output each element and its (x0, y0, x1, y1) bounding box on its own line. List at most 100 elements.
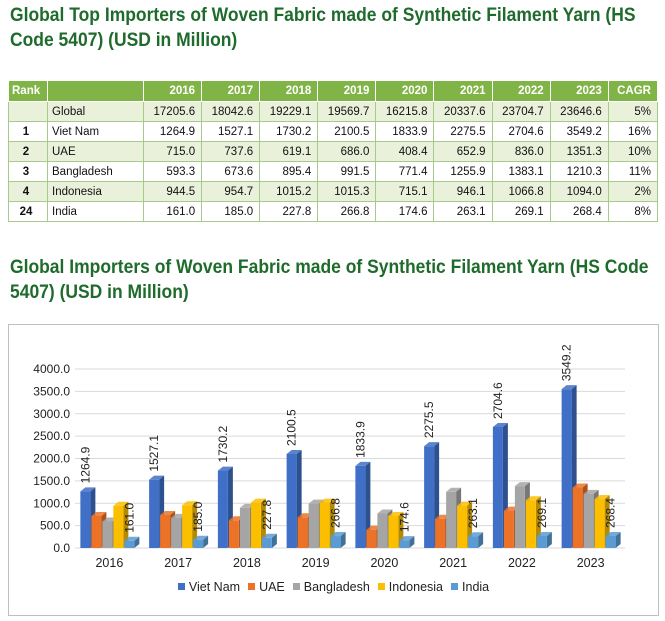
bar-front (193, 539, 204, 548)
cell-v2019: 19569.7 (317, 101, 377, 122)
legend-item: Bangladesh (292, 580, 370, 594)
bar-top (91, 512, 107, 517)
cell-v2018: 895.4 (259, 161, 319, 182)
chart-heading: Global Importers of Woven Fabric made of… (10, 257, 649, 303)
bar-side (546, 531, 552, 548)
bar-side (123, 501, 129, 548)
legend-label: Bangladesh (303, 580, 370, 594)
legend-swatch (377, 583, 385, 590)
bar-top (193, 535, 209, 540)
y-tick-label: 500.0 (40, 519, 70, 533)
cell-cagr: 10% (607, 141, 659, 162)
cell-v2020: 1833.9 (375, 121, 435, 142)
data-label: 263.1 (466, 498, 480, 528)
data-label: 2704.6 (491, 382, 505, 419)
bar-india-2018 (261, 533, 277, 548)
legend-item: India (451, 580, 489, 594)
cell-v2020: 408.4 (375, 141, 435, 162)
legend-item: UAE (248, 580, 285, 594)
cell-v2019: 2100.5 (317, 121, 377, 142)
bar-front (261, 537, 272, 548)
legend-item: Viet Nam (177, 580, 240, 594)
cell-v2023: 1094.0 (549, 181, 609, 202)
legend-label: India (462, 580, 490, 594)
bar-front (468, 536, 479, 548)
bar-front (124, 540, 135, 548)
bar-side (365, 461, 371, 548)
header-2021: 2021 (433, 80, 493, 102)
bar-top (261, 533, 277, 538)
cell-v2023: 268.4 (549, 201, 609, 222)
bar-top (80, 487, 96, 492)
bar-top (525, 496, 541, 501)
bar-front (217, 470, 228, 548)
bar-side (203, 535, 209, 548)
table-row: 4 Indonesia 944.5 954.7 1015.2 1015.3 715.1 946… (8, 181, 659, 202)
header-2016: 2016 (142, 80, 203, 102)
cell-v2017: 1527.1 (201, 121, 261, 142)
cell-v2022: 2704.6 (491, 121, 551, 142)
bar-top (182, 501, 198, 506)
bar-side (271, 533, 277, 548)
cell-v2018: 19229.1 (259, 101, 319, 122)
bar-top (399, 536, 415, 541)
bar-front (388, 515, 399, 548)
cell-v2023: 1351.3 (549, 141, 609, 162)
data-label: 2275.5 (422, 401, 436, 438)
x-tick-label: 2022 (508, 556, 536, 570)
bar-top (160, 510, 176, 515)
table-header-row: Rank 2016 2017 2018 2019 2020 2021 2022 … (8, 80, 659, 102)
cell-v2016: 593.3 (142, 161, 203, 182)
bar-top (561, 385, 577, 390)
bar-top (457, 501, 473, 506)
cell-v2017: 954.7 (201, 181, 261, 202)
header-2018: 2018 (259, 80, 319, 102)
bar-front (171, 517, 182, 548)
cell-v2019: 686.0 (317, 141, 377, 162)
cell-v2016: 17205.6 (142, 101, 203, 122)
y-tick-label: 4000.0 (33, 362, 70, 376)
cell-v2022: 836.0 (491, 141, 551, 162)
bar-top (514, 482, 530, 487)
header-cagr: CAGR (607, 80, 659, 102)
x-tick-label: 2017 (164, 556, 192, 570)
header-rank: Rank (8, 80, 48, 102)
bar-front (182, 505, 193, 548)
cell-v2021: 263.1 (433, 201, 493, 222)
legend-swatch (248, 583, 256, 590)
header-2023: 2023 (549, 80, 609, 102)
bar-front (525, 500, 536, 548)
bar-front (446, 491, 457, 548)
cell-v2021: 1255.9 (433, 161, 493, 182)
y-tick-label: 1000.0 (33, 496, 70, 510)
cell-v2023: 3549.2 (549, 121, 609, 142)
bar-front (160, 514, 171, 548)
bar-top (217, 466, 233, 471)
bar-india-2016 (124, 536, 140, 548)
bar-top (250, 498, 266, 503)
bar-front (366, 529, 377, 548)
bar-top (124, 536, 140, 541)
bar-front (492, 426, 503, 548)
y-tick-label: 1500.0 (33, 474, 70, 488)
cell-rank: 24 (8, 201, 48, 222)
bar-top (572, 483, 588, 488)
bar-front (297, 517, 308, 548)
data-label: 3549.2 (560, 344, 574, 381)
header-2019: 2019 (317, 80, 377, 102)
data-label: 2100.5 (285, 409, 299, 446)
bar-front (308, 503, 319, 548)
cell-v2019: 266.8 (317, 201, 377, 222)
cell-v2016: 944.5 (142, 181, 203, 202)
cell-v2018: 1730.2 (259, 121, 319, 142)
bar-top (446, 487, 462, 492)
cell-v2019: 1015.3 (317, 181, 377, 202)
bar-chart: 0.0 500.0 1000.0 1500.0 2000.0 2500.0 3000.0 35… (33, 344, 625, 570)
cell-v2016: 1264.9 (142, 121, 203, 142)
x-tick-label: 2020 (370, 556, 398, 570)
bar-front (377, 513, 388, 548)
x-tick-label: 2018 (233, 556, 261, 570)
bar-india-2022 (536, 531, 552, 548)
y-tick-label: 2000.0 (33, 452, 70, 466)
bar-side (340, 532, 346, 548)
